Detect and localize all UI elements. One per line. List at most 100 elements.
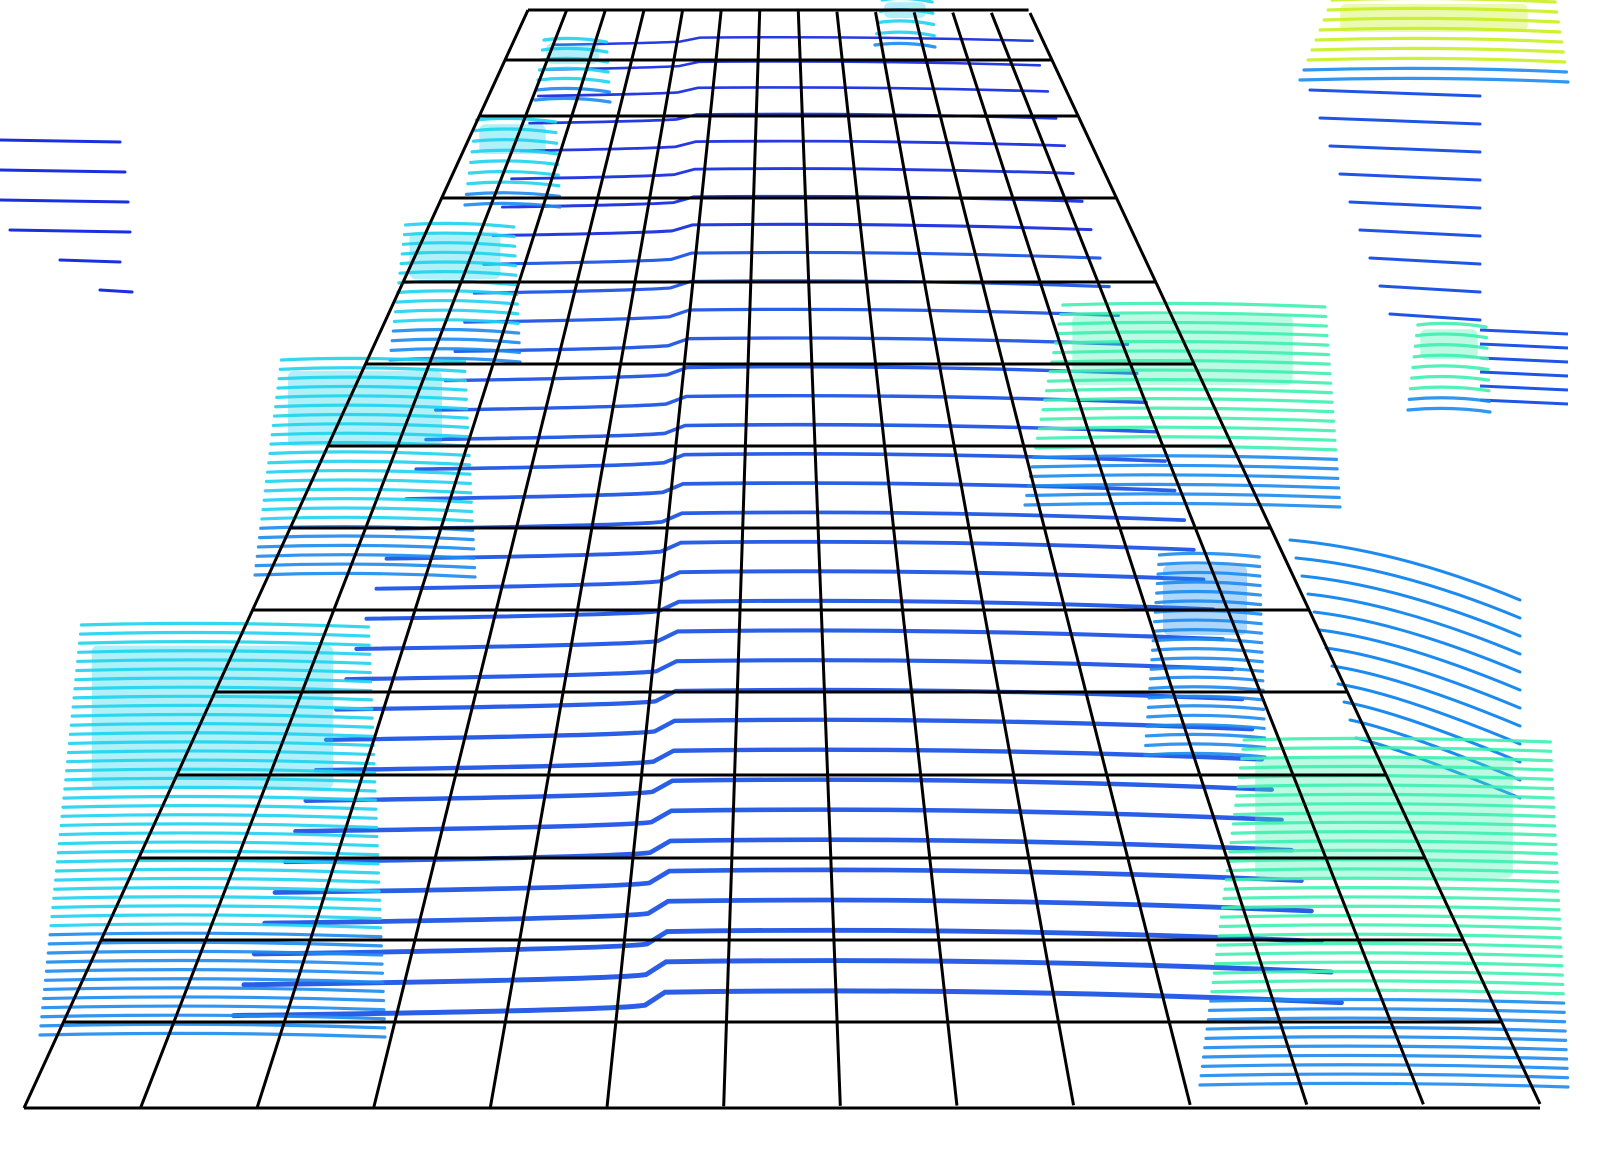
object-scan-stripe [1211, 979, 1565, 987]
object-scan-stripe [1153, 618, 1263, 626]
object-scan-stripe [542, 36, 608, 44]
object-scan-stripe [1224, 876, 1560, 884]
roadside-scan-line [1388, 312, 1482, 322]
roadside-scan-line [0, 138, 122, 144]
object-roof-patch [1163, 565, 1247, 635]
object-scan-stripe [255, 553, 476, 560]
object-scan-stripe [1225, 867, 1559, 875]
object-scan-stripe [1212, 969, 1564, 977]
object-scan-stripe [1030, 463, 1339, 471]
object-scan-stripe [279, 356, 467, 364]
object-scan-stripe [1218, 923, 1562, 931]
object-scan-stripe [1155, 580, 1262, 588]
object-scan-stripe [59, 822, 379, 830]
object-scan-stripe [404, 221, 516, 229]
ground-scan-line [463, 307, 1120, 324]
ground-scan-line [354, 628, 1225, 651]
object-scan-stripe [64, 776, 377, 784]
object-scan-stripe [256, 543, 476, 551]
object-scan-stripe [78, 630, 371, 638]
object-scan-stripe [400, 250, 517, 258]
object-scan-stripe [278, 366, 467, 373]
object-scan-stripe [1215, 951, 1563, 959]
object-scan-stripe [53, 886, 381, 893]
object-scan-stripe [77, 649, 372, 656]
ground-scan-line [519, 139, 1067, 153]
roadside-scan-line [1318, 628, 1522, 692]
object-scan-stripe [43, 977, 385, 984]
object-scan-stripe [1413, 343, 1489, 350]
object-scan-stripe [1199, 1072, 1570, 1080]
object-scan-stripe [1206, 1016, 1567, 1024]
ground-scan-line [241, 958, 1334, 988]
object-scan-stripe [270, 431, 470, 439]
roadside-scan-line [1328, 144, 1482, 154]
object-scan-stripe [1408, 385, 1491, 393]
object-scan-stripe [395, 298, 519, 306]
object-scan-stripe [1157, 561, 1262, 569]
object-scan-stripe [473, 127, 558, 135]
parked-car-right-near [1143, 551, 1267, 759]
object-scan-stripe [1416, 321, 1488, 329]
object-scan-stripe [1147, 694, 1265, 702]
ground-scan-line [323, 717, 1255, 742]
object-scan-stripe [1238, 764, 1554, 772]
object-scan-stripe [1406, 406, 1492, 414]
roadside-scan-line [1368, 256, 1482, 266]
object-scan-stripe [390, 337, 521, 345]
object-roof-patch [1420, 329, 1478, 359]
object-scan-stripe [1048, 368, 1332, 376]
object-scan-stripe [263, 487, 473, 495]
object-scan-stripe [67, 740, 375, 748]
vehicle-right-front [1198, 736, 1570, 1089]
object-scan-stripe [1027, 482, 1341, 490]
ground-scan-line [443, 365, 1139, 383]
roadside-scan-line [1348, 200, 1482, 210]
object-scan-stripe [1144, 732, 1267, 740]
object-scan-stripe [875, 30, 936, 38]
object-scan-stripe [463, 201, 562, 209]
object-scan-stripe [266, 468, 472, 476]
object-scan-stripe [1330, 0, 1557, 4]
object-scan-stripe [1234, 802, 1556, 809]
object-scan-stripe [1200, 1063, 1569, 1070]
object-roof-patch [288, 370, 442, 446]
object-scan-stripe [877, 19, 936, 27]
ground-scan-line [491, 222, 1093, 238]
object-scan-stripe [1228, 848, 1558, 856]
object-scan-stripe [55, 858, 380, 866]
object-scan-stripe [1156, 570, 1262, 578]
ground-scan-line [545, 60, 1042, 71]
roadside-scan-line [1288, 538, 1522, 602]
roadside-scan-line [98, 288, 134, 294]
object-scan-stripe [276, 384, 468, 392]
object-roof-patch [479, 124, 546, 154]
pole-right [1406, 321, 1492, 414]
object-scan-stripe [469, 159, 560, 167]
parked-car-left-front [38, 621, 387, 1039]
object-roof-patch [91, 645, 334, 789]
roadside-scan-line [8, 228, 132, 234]
grid-column-line [488, 10, 684, 1108]
object-scan-stripe [46, 949, 384, 957]
object-scan-stripe [1221, 904, 1561, 912]
object-scan-stripe [69, 722, 375, 729]
ground-scan-line [364, 598, 1216, 621]
roadside-scan-line [1336, 682, 1522, 746]
object-scan-stripe [467, 169, 560, 177]
object-scan-stripe [1023, 501, 1342, 509]
object-scan-stripe [1037, 425, 1336, 433]
object-scan-stripe [1310, 46, 1565, 54]
object-scan-stripe [262, 497, 473, 504]
object-scan-stripe [540, 46, 609, 54]
object-scan-stripe [1028, 473, 1340, 481]
object-scan-stripe [401, 241, 517, 248]
object-scan-stripe [1229, 839, 1558, 847]
grid-column-line [605, 10, 723, 1107]
object-scan-stripe [38, 1031, 387, 1039]
roadside-scan-line [1358, 228, 1482, 238]
object-scan-stripe [65, 767, 376, 775]
object-scan-stripe [1411, 364, 1490, 372]
object-scan-stripe [1055, 330, 1329, 338]
object-roof-patch [409, 231, 501, 279]
